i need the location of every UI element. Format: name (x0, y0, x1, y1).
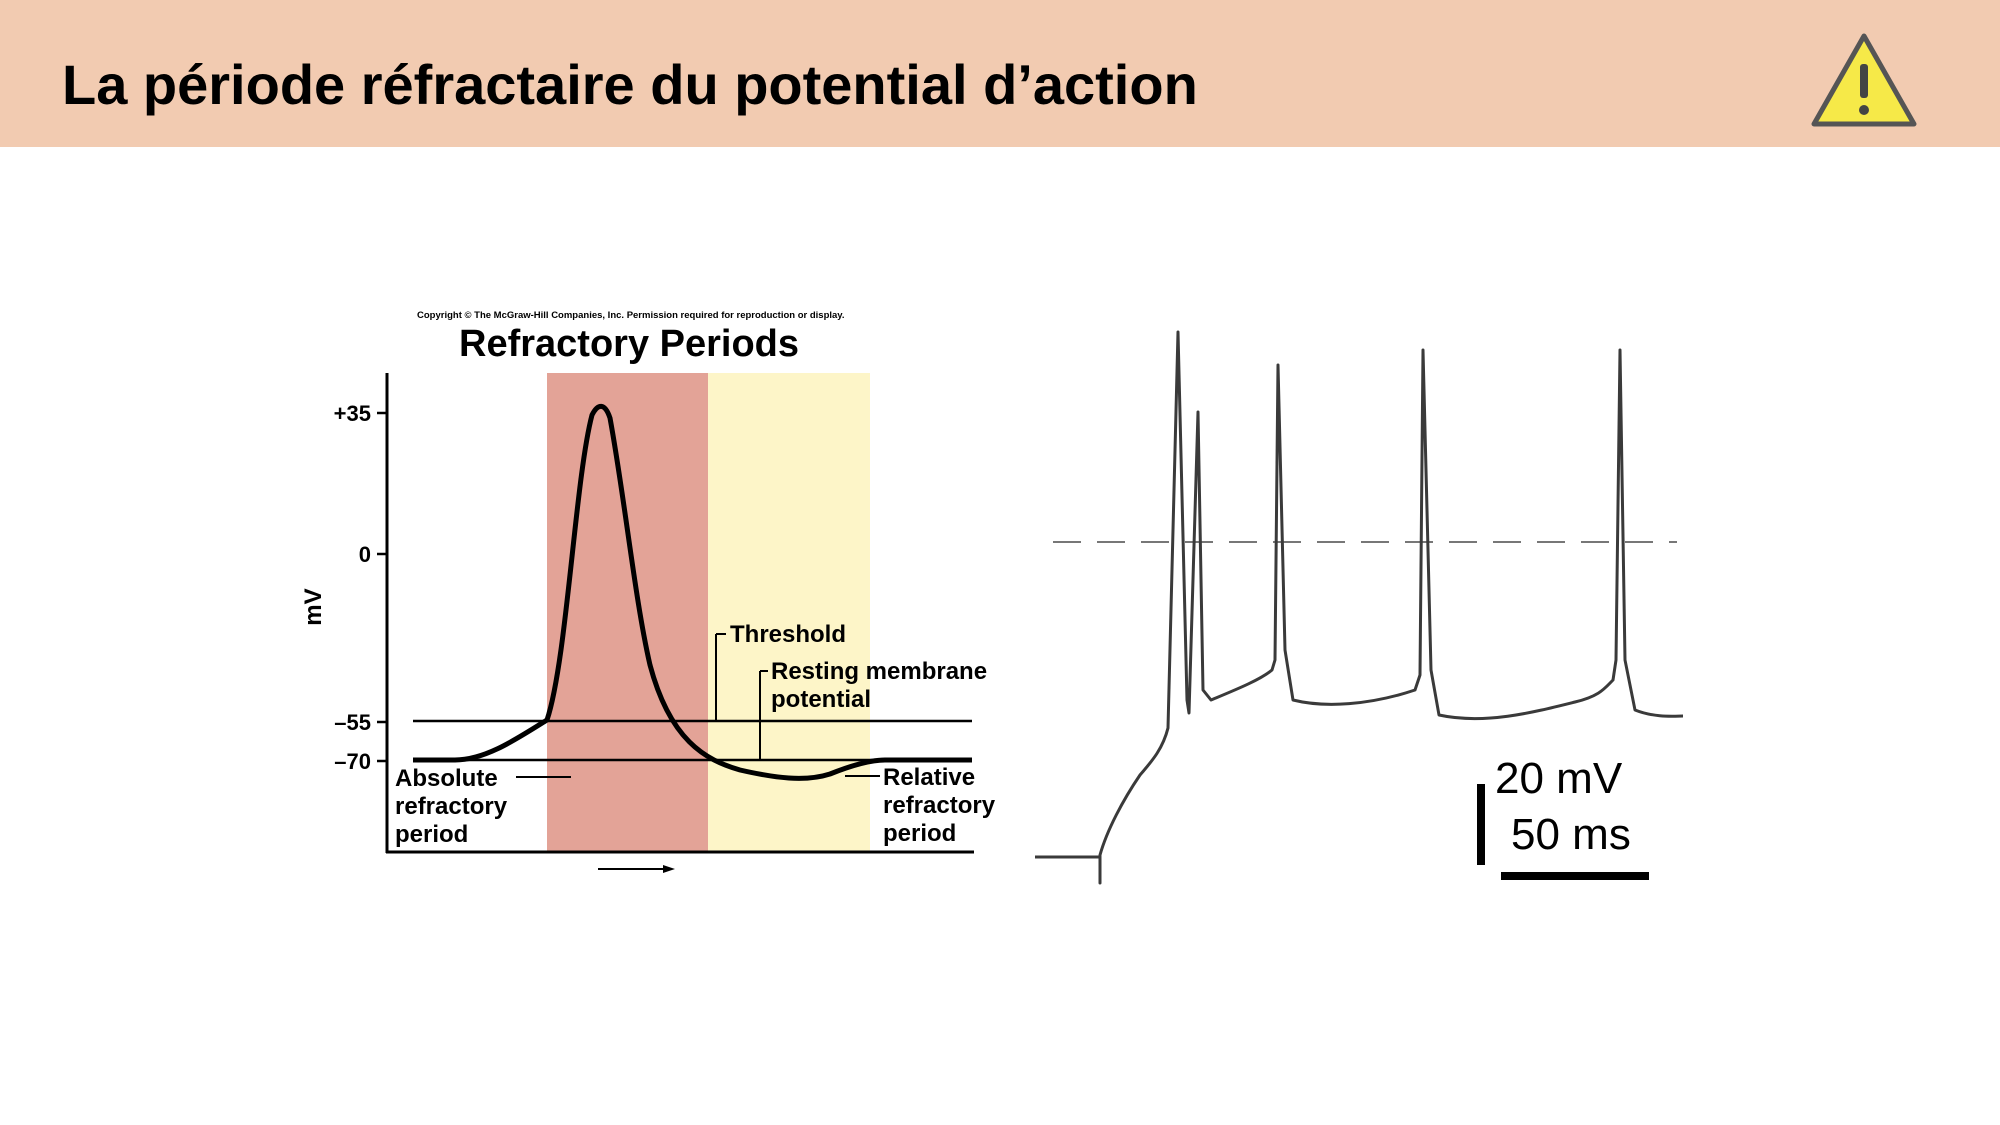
warning-icon (1811, 33, 1917, 127)
refractory-periods-diagram: Copyright © The McGraw-Hill Companies, I… (300, 310, 996, 873)
time-arrow (598, 865, 675, 873)
y-tick-label: +35 (334, 401, 371, 426)
copyright-notice: Copyright © The McGraw-Hill Companies, I… (417, 310, 845, 321)
diagram-title: Refractory Periods (459, 323, 799, 365)
resting-label-line2: potential (771, 686, 871, 713)
title-banner: La période réfractaire du potential d’ac… (0, 0, 2000, 147)
time-scale-label: 50 ms (1511, 810, 1631, 859)
absolute-refractory-region (547, 373, 708, 851)
page-title: La période réfractaire du potential d’ac… (62, 53, 1198, 116)
membrane-voltage-trace (1035, 330, 1684, 885)
y-axis-label: mV (300, 588, 327, 625)
voltage-scale-label: 20 mV (1495, 754, 1623, 803)
threshold-label: Threshold (730, 621, 846, 648)
y-tick-label: 0 (359, 542, 371, 567)
absolute-label-line2: refractory (395, 793, 508, 820)
absolute-label-line3: period (395, 821, 468, 848)
relative-label-line2: refractory (883, 792, 996, 819)
y-tick-label: –70 (334, 749, 371, 774)
relative-label-line1: Relative (883, 764, 975, 791)
relative-label-line3: period (883, 820, 956, 847)
resting-label-line1: Resting membrane (771, 658, 987, 685)
absolute-label-line1: Absolute (395, 765, 498, 792)
y-tick-label: –55 (334, 710, 371, 735)
action-potential-curve (413, 403, 972, 781)
spike-train-trace: 20 mV 50 ms (1035, 330, 1684, 885)
